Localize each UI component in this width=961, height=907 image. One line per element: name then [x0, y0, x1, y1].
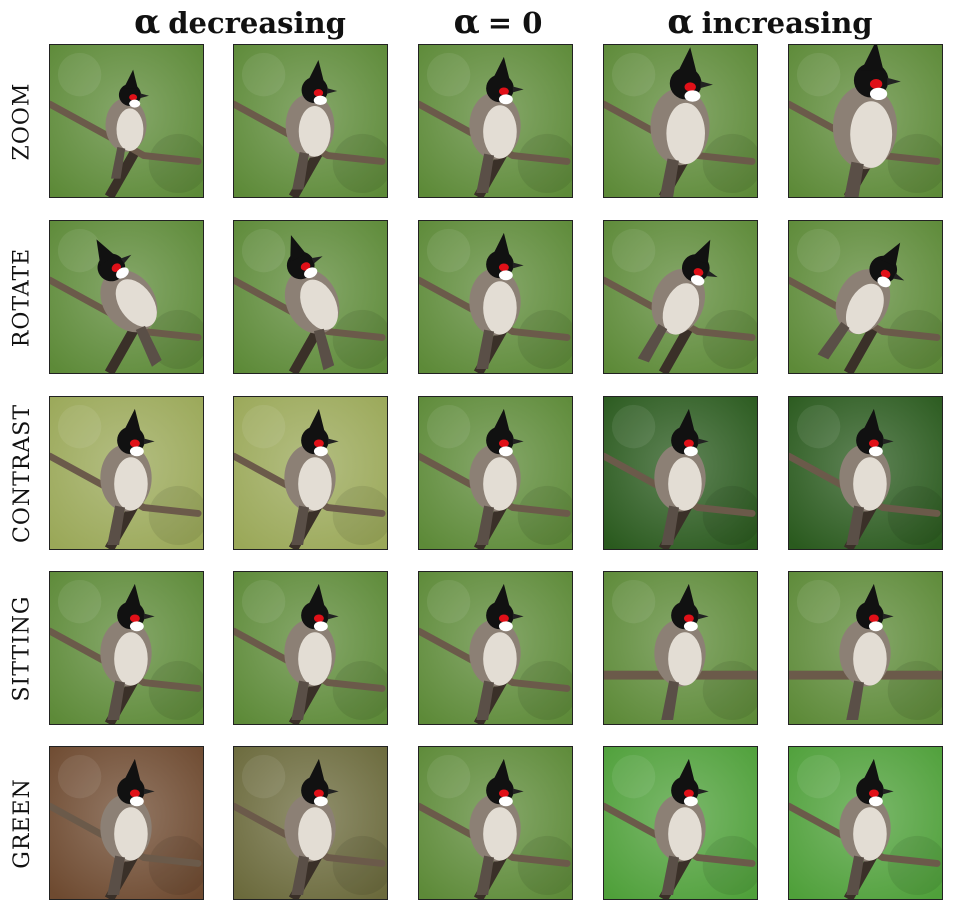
bird-image	[603, 396, 758, 550]
bird-image	[418, 396, 573, 550]
row-label-text: ROTATE	[9, 247, 35, 347]
bird-image	[603, 571, 758, 725]
bird-image	[418, 746, 573, 900]
bird-image	[233, 396, 388, 550]
bird-image	[233, 746, 388, 900]
row-label-rotate: ROTATE	[0, 220, 44, 374]
alpha-symbol: α	[134, 2, 161, 42]
row-label-text: GREEN	[9, 777, 35, 869]
bird-image	[788, 220, 943, 374]
bird-image	[49, 396, 204, 550]
bird-image	[603, 746, 758, 900]
header-text: = 0	[487, 6, 543, 40]
row-label-sitting: SITTING	[0, 571, 44, 725]
bird-image	[233, 44, 388, 198]
header-alpha-zero: α = 0	[418, 0, 578, 44]
bird-image	[233, 571, 388, 725]
bird-image	[603, 220, 758, 374]
bird-image	[418, 220, 573, 374]
row-label-green: GREEN	[0, 746, 44, 900]
header-alpha-increasing: α increasing	[655, 0, 885, 44]
alpha-symbol: α	[453, 2, 480, 42]
row-label-zoom: ZOOM	[0, 44, 44, 198]
header-text: decreasing	[168, 6, 346, 40]
bird-image	[788, 571, 943, 725]
bird-image	[49, 571, 204, 725]
bird-image	[418, 44, 573, 198]
bird-image	[603, 44, 758, 198]
row-label-text: ZOOM	[9, 82, 35, 160]
bird-image	[49, 44, 204, 198]
row-label-text: CONTRAST	[9, 403, 35, 543]
bird-image	[788, 396, 943, 550]
bird-image	[788, 746, 943, 900]
row-label-contrast: CONTRAST	[0, 396, 44, 550]
row-label-text: SITTING	[9, 594, 35, 702]
header-text: increasing	[701, 6, 873, 40]
bird-image	[788, 44, 943, 198]
bird-image	[49, 220, 204, 374]
bird-image	[418, 571, 573, 725]
bird-image	[233, 220, 388, 374]
alpha-symbol: α	[667, 2, 694, 42]
bird-image	[49, 746, 204, 900]
header-alpha-decreasing: α decreasing	[120, 0, 360, 44]
